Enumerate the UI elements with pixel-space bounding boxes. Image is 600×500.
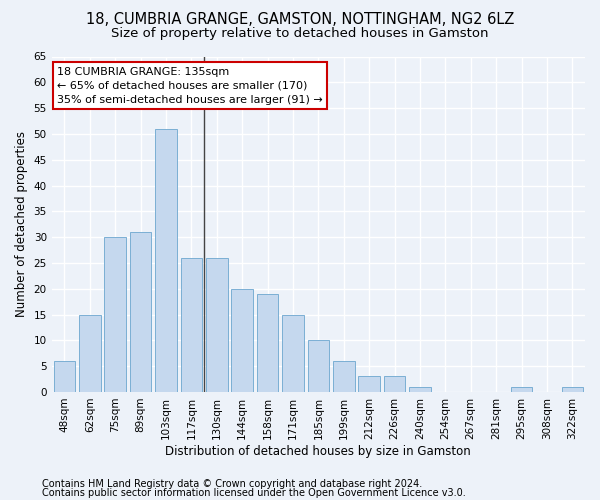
Bar: [155, 129, 177, 392]
Bar: [181, 258, 202, 392]
Text: Size of property relative to detached houses in Gamston: Size of property relative to detached ho…: [111, 28, 489, 40]
Bar: [206, 258, 227, 392]
Bar: [562, 387, 583, 392]
Y-axis label: Number of detached properties: Number of detached properties: [15, 131, 28, 317]
Text: 18, CUMBRIA GRANGE, GAMSTON, NOTTINGHAM, NG2 6LZ: 18, CUMBRIA GRANGE, GAMSTON, NOTTINGHAM,…: [86, 12, 514, 28]
Bar: [282, 314, 304, 392]
Bar: [104, 237, 126, 392]
Text: Contains HM Land Registry data © Crown copyright and database right 2024.: Contains HM Land Registry data © Crown c…: [42, 479, 422, 489]
X-axis label: Distribution of detached houses by size in Gamston: Distribution of detached houses by size …: [166, 444, 471, 458]
Bar: [257, 294, 278, 392]
Text: 18 CUMBRIA GRANGE: 135sqm
← 65% of detached houses are smaller (170)
35% of semi: 18 CUMBRIA GRANGE: 135sqm ← 65% of detac…: [57, 66, 323, 104]
Bar: [53, 361, 75, 392]
Bar: [130, 232, 151, 392]
Bar: [384, 376, 406, 392]
Text: Contains public sector information licensed under the Open Government Licence v3: Contains public sector information licen…: [42, 488, 466, 498]
Bar: [409, 387, 431, 392]
Bar: [308, 340, 329, 392]
Bar: [511, 387, 532, 392]
Bar: [333, 361, 355, 392]
Bar: [358, 376, 380, 392]
Bar: [232, 288, 253, 392]
Bar: [79, 314, 101, 392]
